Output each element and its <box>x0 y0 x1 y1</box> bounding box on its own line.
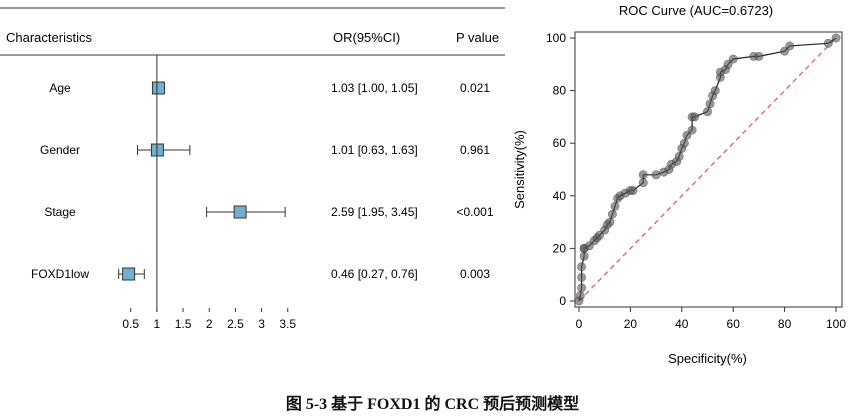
roc-plot: ROC Curve (AUC=0.6723) 0 20 40 60 80 100 0 20 4… <box>512 3 846 366</box>
roc-x-tick-label: 60 <box>727 317 741 331</box>
header-characteristics: Characteristics <box>6 30 92 45</box>
roc-y-tick-label: 80 <box>553 84 567 98</box>
roc-point <box>690 112 700 122</box>
roc-point <box>651 170 661 180</box>
row-label: Gender <box>40 143 80 157</box>
or-marker <box>233 205 247 219</box>
roc-point <box>823 38 833 48</box>
roc-point <box>605 217 615 227</box>
x-tick-label: 2 <box>206 317 213 331</box>
roc-y-tick-label: 100 <box>546 31 566 45</box>
x-tick-label: 1.5 <box>175 317 192 331</box>
roc-point <box>577 262 587 272</box>
roc-point <box>628 186 638 196</box>
roc-point <box>754 51 764 61</box>
roc-point <box>638 178 648 188</box>
roc-x-tick-label: 80 <box>778 317 792 331</box>
roc-x-tick-label: 20 <box>624 317 638 331</box>
roc-reference-diagonal <box>578 37 837 302</box>
forest-row: FOXD1low 0.46 [0.27, 0.76] 0.003 <box>31 267 490 281</box>
or-ci-text: 1.03 [1.00, 1.05] <box>331 81 418 95</box>
roc-point <box>610 201 620 211</box>
header-p-value: P value <box>456 30 499 45</box>
roc-points <box>574 33 841 306</box>
roc-point <box>577 283 587 293</box>
figure-caption: 图 5-3 基于 FOXD1 的 CRC 预后预测模型 <box>285 396 580 413</box>
x-tick-label: 2.5 <box>227 317 244 331</box>
roc-point <box>785 41 795 51</box>
forest-row: Stage 2.59 [1.95, 3.45] <0.001 <box>44 205 494 219</box>
roc-point <box>687 125 697 135</box>
x-tick-label: 0.5 <box>122 317 139 331</box>
header-or-ci: OR(95%CI) <box>333 30 400 45</box>
forest-row: Gender 1.01 [0.63, 1.63] 0.961 <box>40 143 490 157</box>
roc-point <box>705 99 715 109</box>
p-value-text: <0.001 <box>456 205 493 219</box>
roc-x-tick-label: 100 <box>826 317 846 331</box>
roc-x-tick-label: 0 <box>576 317 583 331</box>
or-ci-text: 2.59 [1.95, 3.45] <box>331 205 418 219</box>
x-tick-label: 3 <box>258 317 265 331</box>
x-tick-label: 3.5 <box>279 317 296 331</box>
forest-row: Age 1.03 [1.00, 1.05] 0.021 <box>49 81 490 95</box>
forest-x-axis: 0.5 1 1.5 2 2.5 3 3.5 <box>122 308 296 331</box>
roc-y-axis: 0 20 40 60 80 100 <box>546 31 575 308</box>
or-ci-text: 1.01 [0.63, 1.63] <box>331 143 418 157</box>
roc-point <box>638 170 648 180</box>
or-marker <box>151 81 165 95</box>
roc-y-tick-label: 0 <box>559 294 566 308</box>
roc-point <box>710 86 720 96</box>
or-marker <box>122 267 136 281</box>
roc-point <box>579 251 589 261</box>
or-ci-text: 0.46 [0.27, 0.76] <box>331 267 418 281</box>
x-tick-label: 1 <box>154 317 161 331</box>
roc-y-tick-label: 20 <box>553 241 567 255</box>
roc-point <box>607 209 617 219</box>
or-marker <box>150 143 164 157</box>
roc-x-axis: 0 20 40 60 80 100 <box>576 307 846 331</box>
p-value-text: 0.961 <box>460 143 490 157</box>
forest-plot: Characteristics OR(95%CI) P value Age 1.0… <box>0 7 505 331</box>
p-value-text: 0.003 <box>460 267 490 281</box>
roc-plot-frame <box>574 31 843 308</box>
roc-point <box>674 151 684 161</box>
p-value-text: 0.021 <box>460 81 490 95</box>
forest-rows: Age 1.03 [1.00, 1.05] 0.021 Gender 1.01 [0.6… <box>31 81 494 281</box>
roc-x-label: Specificity(%) <box>668 351 747 366</box>
roc-point <box>575 291 585 301</box>
roc-x-tick-label: 40 <box>675 317 689 331</box>
row-label: FOXD1low <box>31 267 89 281</box>
roc-point <box>577 272 587 282</box>
roc-y-tick-label: 40 <box>553 189 567 203</box>
roc-title: ROC Curve (AUC=0.6723) <box>619 3 773 18</box>
roc-point <box>703 107 713 117</box>
roc-point <box>831 33 841 43</box>
row-label: Age <box>49 81 71 95</box>
roc-y-label: Sensitivity(%) <box>512 130 527 209</box>
row-label: Stage <box>44 205 76 219</box>
roc-point <box>679 138 689 148</box>
roc-point <box>728 54 738 64</box>
roc-y-tick-label: 60 <box>553 136 567 150</box>
